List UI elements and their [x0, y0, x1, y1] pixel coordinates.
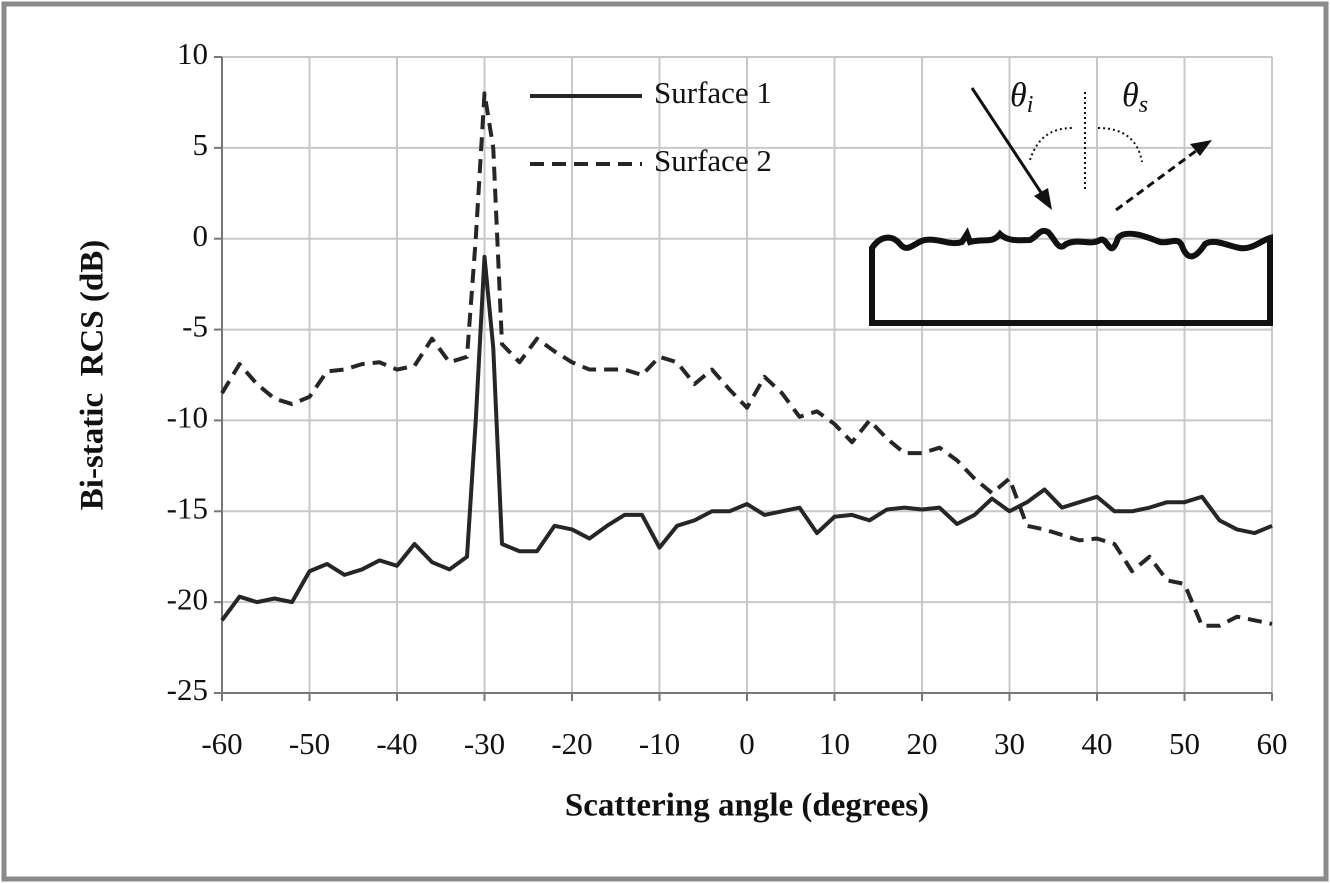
angle-arc — [1097, 127, 1143, 163]
legend-label: Surface 2 — [654, 143, 772, 178]
symbol: θ — [1122, 77, 1139, 114]
y-tick-label: -10 — [167, 400, 208, 435]
theta-s: θs — [1122, 77, 1148, 118]
y-tick-label: -5 — [182, 309, 208, 344]
y-tick-label: -15 — [167, 490, 208, 525]
series-line — [220, 254, 1273, 622]
x-tick-label: -50 — [289, 726, 330, 761]
subscript: s — [1139, 92, 1148, 118]
x-tick-label: 30 — [994, 726, 1025, 761]
x-tick-label: -60 — [201, 726, 242, 761]
angle-arc — [1029, 127, 1073, 161]
legend-label: Surface 1 — [654, 75, 772, 110]
arrow-head — [1034, 188, 1052, 210]
x-tick-label: 10 — [819, 726, 850, 761]
x-tick-label: -40 — [376, 726, 417, 761]
series-line — [220, 91, 1273, 628]
scattered-arrow — [1115, 146, 1201, 212]
x-tick-label: 50 — [1169, 726, 1200, 761]
grid — [214, 56, 1273, 701]
y-tick-label: 5 — [193, 127, 209, 162]
symbol: θ — [1010, 77, 1027, 114]
x-axis-label: Scattering angle (degrees) — [565, 788, 929, 824]
x-tick-label: 40 — [1082, 726, 1113, 761]
inset: θi θs — [869, 77, 1273, 326]
y-tick-label: 0 — [193, 218, 209, 253]
x-tick-label: -10 — [639, 726, 680, 761]
x-tick-label: 0 — [739, 726, 755, 761]
x-tick-label: 20 — [907, 726, 938, 761]
x-tick-label: -30 — [464, 726, 505, 761]
subscript: i — [1027, 92, 1034, 118]
x-tick-label: 60 — [1257, 726, 1288, 761]
surface-sketch — [869, 227, 1273, 326]
y-axis-label: Bi-static RCS (dB) — [75, 240, 111, 510]
y-tick-label: -20 — [167, 581, 208, 616]
theta-i: θi — [1010, 77, 1033, 118]
x-tick-label: -20 — [551, 726, 592, 761]
arrow-head — [1190, 140, 1212, 156]
y-tick-label: -25 — [167, 672, 208, 707]
incident-arrow — [970, 87, 1048, 201]
y-tick-label: 10 — [177, 36, 208, 71]
